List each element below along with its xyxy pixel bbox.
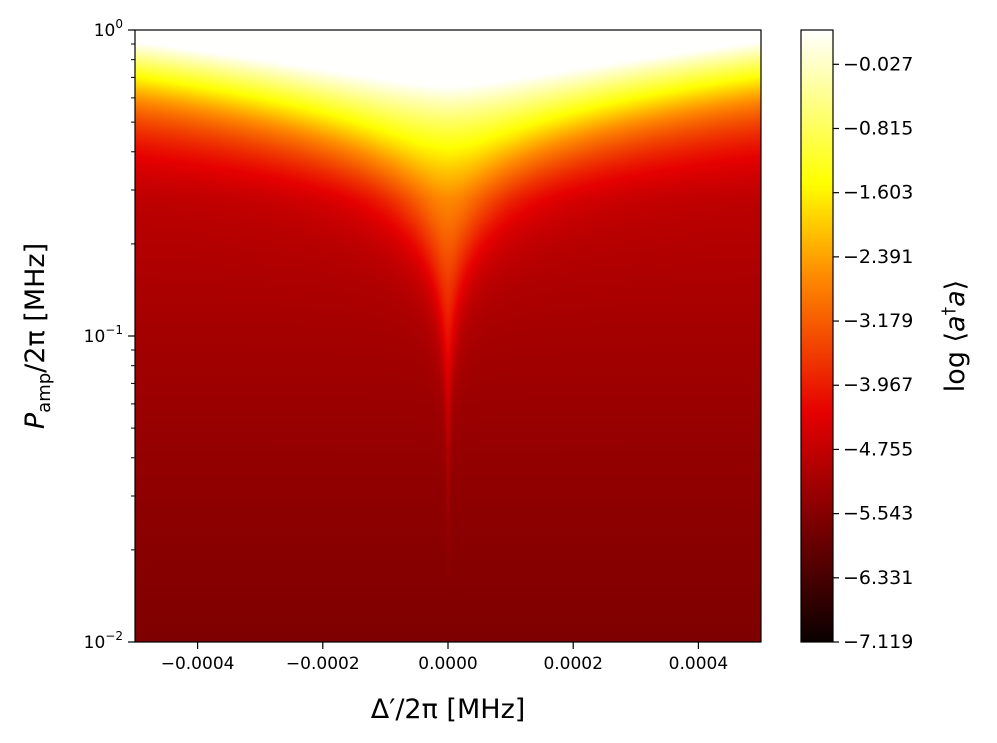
colorbar-tick-label: −2.391 (843, 246, 913, 268)
y-tick-label: 10−1 (84, 323, 123, 347)
x-tick-label: −0.0002 (286, 654, 360, 674)
y-axis-label: Pamp/2π [MHz] (20, 243, 55, 429)
colorbar-ticks: −0.027 −0.815 −1.603 −2.391 −3.179 −3.967 −4.7… (833, 53, 913, 653)
colorbar-tick-label: −1.603 (843, 182, 913, 204)
heatmap-plot-area (135, 30, 761, 642)
colorbar-tick-label: −6.331 (843, 567, 913, 589)
colorbar-tick-label: −0.815 (843, 117, 913, 139)
colorbar (800, 29, 834, 643)
y-axis-label-sub: amp (34, 373, 55, 413)
y-tick-label: 100 (94, 17, 123, 41)
y-axis-ticks: 100 10−1 10−2 (84, 17, 135, 653)
x-tick-label: 0.0002 (543, 654, 602, 674)
x-axis-ticks: −0.0004 −0.0002 0.0000 0.0002 0.0004 (161, 642, 728, 674)
x-tick-label: 0.0004 (669, 654, 728, 674)
y-tick-label: 10−2 (84, 629, 123, 653)
y-axis-label-rest: /2π [MHz] (20, 243, 51, 373)
x-tick-label: 0.0000 (418, 654, 477, 674)
x-axis-label: Δ′/2π [MHz] (371, 694, 526, 725)
colorbar-label: log ⟨a†a⟩ (939, 280, 971, 392)
colorbar-tick-label: −7.119 (843, 631, 913, 653)
colorbar-tick-label: −4.755 (843, 438, 913, 460)
colorbar-tick-label: −3.967 (843, 374, 913, 396)
y-axis-label-main: P (20, 412, 51, 429)
colorbar-tick-label: −0.027 (843, 53, 913, 75)
x-tick-label: −0.0004 (161, 654, 235, 674)
colorbar-tick-label: −3.179 (843, 310, 913, 332)
heatmap-image (135, 30, 761, 642)
colorbar-tick-label: −5.543 (843, 503, 913, 525)
